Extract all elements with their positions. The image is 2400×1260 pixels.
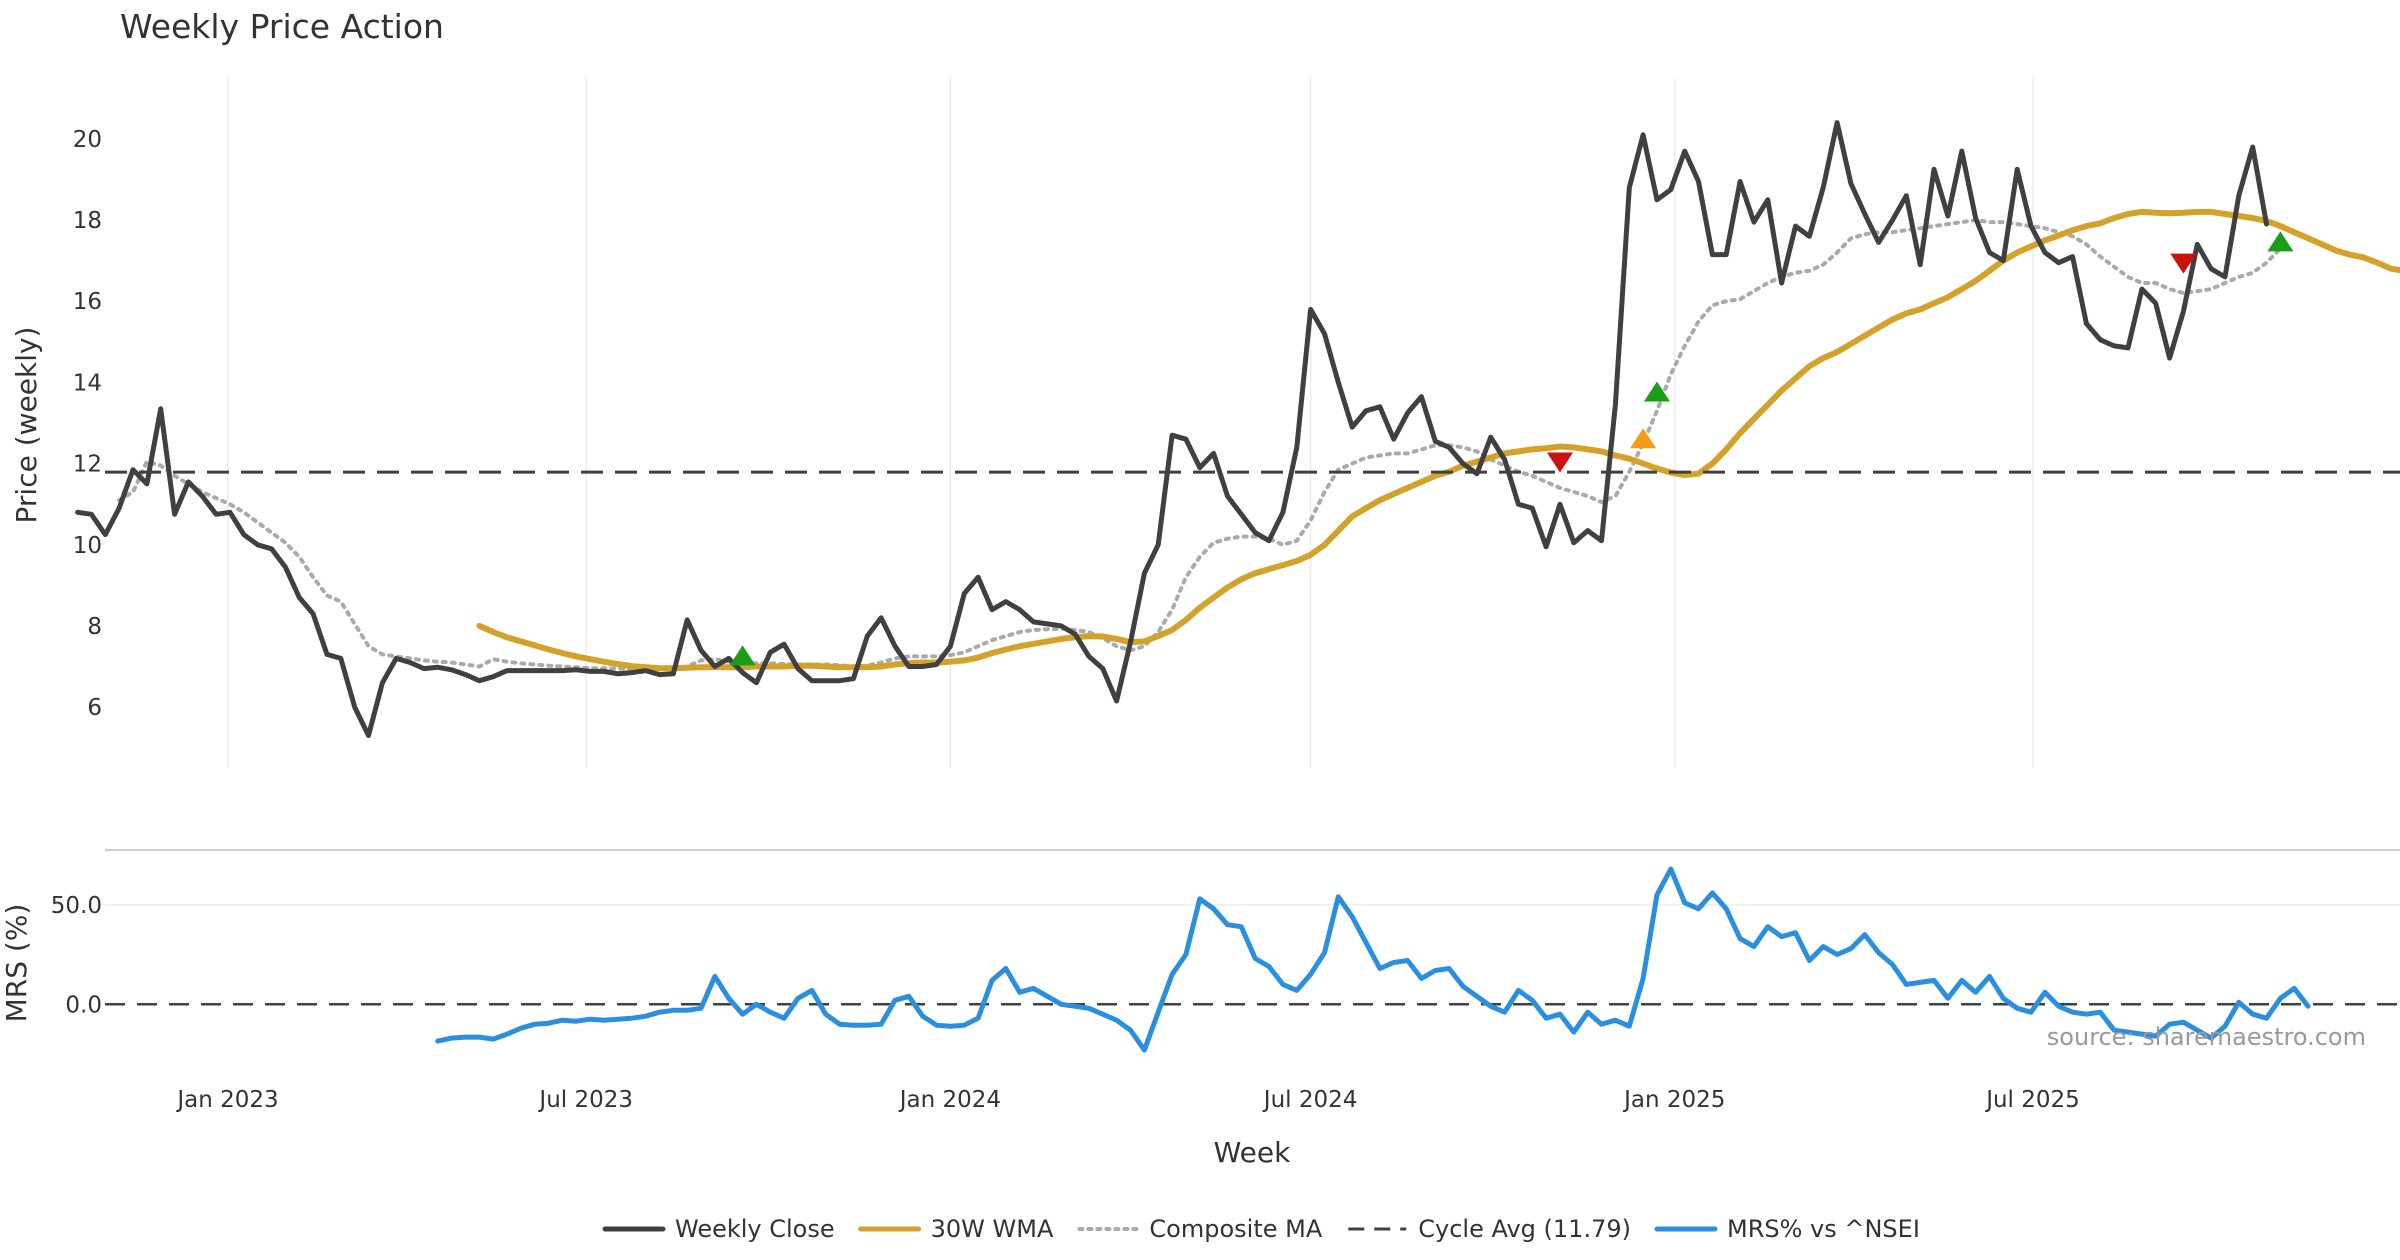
x-axis-title: Week bbox=[1214, 1136, 1291, 1169]
mrs-series-group bbox=[105, 866, 2400, 1053]
x-tick-label: Jan 2024 bbox=[898, 1087, 1001, 1113]
price-vertical-grid bbox=[227, 78, 2034, 768]
legend-item: Cycle Avg (11.79) bbox=[1348, 1215, 1631, 1243]
mrs-panel: 0.0 50.0 MRS (%) source: sharemaestro.com bbox=[0, 866, 2400, 1053]
sell-signal-marker bbox=[1546, 452, 1573, 473]
sell-signal-marker bbox=[2170, 253, 2197, 274]
x-tick-label: Jul 2024 bbox=[1262, 1087, 1358, 1113]
weekly-close-line bbox=[75, 120, 2269, 738]
price-y-axis-title: Price (weekly) bbox=[10, 327, 43, 524]
buy-signal-marker bbox=[729, 645, 756, 666]
mrs-y-tick-label: 0.0 bbox=[65, 992, 102, 1018]
price-y-ticks: 6 8 10 12 14 16 18 20 bbox=[73, 127, 102, 721]
x-tick-label: Jan 2023 bbox=[175, 1087, 278, 1113]
legend-item: Weekly Close bbox=[602, 1215, 835, 1243]
legend: Weekly Close 30W WMA Composite MA Cycle Avg… bbox=[602, 1215, 1920, 1243]
x-tick-label: Jul 2025 bbox=[1984, 1087, 2080, 1113]
source-credit: source: sharemaestro.com bbox=[2047, 1023, 2366, 1051]
price-y-tick-label: 14 bbox=[73, 370, 102, 396]
legend-label: Cycle Avg (11.79) bbox=[1418, 1215, 1631, 1243]
chart-title: Weekly Price Action bbox=[120, 7, 444, 46]
mrs-y-tick-label: 50.0 bbox=[51, 893, 102, 919]
mrs-line bbox=[435, 866, 2311, 1053]
composite-ma-line bbox=[117, 218, 2283, 672]
price-markers-group bbox=[729, 231, 2294, 666]
buy-signal-marker bbox=[1643, 381, 1670, 402]
price-y-tick-label: 10 bbox=[73, 533, 102, 559]
price-series-group bbox=[75, 120, 2400, 738]
price-y-tick-label: 8 bbox=[87, 614, 102, 640]
legend-label: MRS% vs ^NSEI bbox=[1727, 1215, 1920, 1243]
x-tick-label: Jan 2025 bbox=[1622, 1087, 1725, 1113]
mrs-y-ticks: 0.0 50.0 bbox=[51, 893, 102, 1018]
x-axis-ticks: Jan 2023 Jul 2023 Jan 2024 Jul 2024 Jan 2025… bbox=[175, 1087, 2079, 1113]
buy-signal-marker bbox=[2267, 231, 2294, 252]
legend-label: 30W WMA bbox=[931, 1215, 1054, 1243]
legend-item: Composite MA bbox=[1077, 1215, 1323, 1243]
legend-label: Weekly Close bbox=[675, 1215, 835, 1243]
price-y-tick-label: 6 bbox=[87, 695, 102, 721]
price-y-tick-label: 12 bbox=[73, 452, 102, 478]
price-y-tick-label: 20 bbox=[73, 127, 102, 153]
price-y-tick-label: 16 bbox=[73, 289, 102, 315]
price-y-tick-label: 18 bbox=[73, 208, 102, 234]
30w-wma-line bbox=[476, 208, 2400, 672]
buy-signal-marker bbox=[1630, 428, 1657, 449]
legend-item: MRS% vs ^NSEI bbox=[1654, 1215, 1920, 1243]
price-panel: 6 8 10 12 14 16 18 20 Price (weekly) bbox=[10, 78, 2400, 768]
x-tick-label: Jul 2023 bbox=[537, 1087, 633, 1113]
legend-label: Composite MA bbox=[1149, 1215, 1322, 1243]
legend-item: 30W WMA bbox=[858, 1215, 1054, 1243]
mrs-y-axis-title: MRS (%) bbox=[0, 904, 33, 1023]
